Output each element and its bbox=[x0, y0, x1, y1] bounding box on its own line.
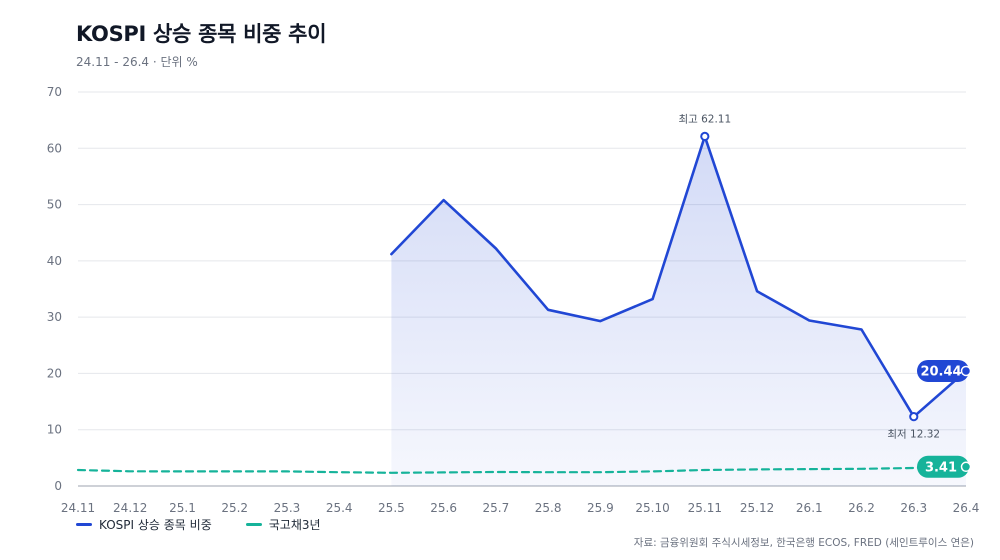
series-area-kospi bbox=[391, 136, 966, 486]
legend-label-kospi: KOSPI 상승 종목 비중 bbox=[99, 518, 212, 532]
y-tick-label: 40 bbox=[47, 254, 62, 268]
annotation-label: 최저 12.32 bbox=[887, 429, 940, 441]
x-tick-label: 25.10 bbox=[635, 501, 669, 515]
legend-swatch-kospi bbox=[76, 523, 92, 526]
y-tick-label: 70 bbox=[47, 85, 62, 99]
source-note: 자료: 금융위원회 주식시세정보, 한국은행 ECOS, FRED (세인트루이… bbox=[633, 537, 974, 549]
x-tick-label: 26.3 bbox=[900, 501, 927, 515]
x-tick-label: 26.1 bbox=[796, 501, 823, 515]
y-tick-label: 30 bbox=[47, 310, 62, 324]
end-value-badge-bond bbox=[917, 455, 969, 478]
x-tick-label: 26.2 bbox=[848, 501, 875, 515]
legend-item-bond: 국고채3년 bbox=[245, 516, 321, 533]
x-tick-label: 25.3 bbox=[274, 501, 301, 515]
legend-swatch-bond bbox=[245, 523, 262, 526]
area-layer bbox=[391, 136, 966, 486]
x-tick-label: 25.11 bbox=[688, 501, 722, 515]
y-tick-label: 60 bbox=[47, 141, 62, 155]
annotation-label: 최고 62.11 bbox=[678, 113, 731, 125]
x-tick-label: 24.11 bbox=[61, 501, 95, 515]
y-tick-label: 10 bbox=[47, 423, 62, 437]
end-value-badge-kospi bbox=[917, 359, 969, 382]
x-tick-label: 25.12 bbox=[740, 501, 774, 515]
y-tick-label: 0 bbox=[54, 479, 62, 493]
x-tick-label: 25.4 bbox=[326, 501, 353, 515]
x-tick-label: 25.9 bbox=[587, 501, 614, 515]
legend-item-kospi: KOSPI 상승 종목 비중 bbox=[76, 516, 212, 533]
x-tick-label: 26.4 bbox=[953, 501, 980, 515]
y-tick-label: 50 bbox=[47, 198, 62, 212]
x-tick-label: 24.12 bbox=[113, 501, 147, 515]
series-line-bond bbox=[76, 465, 968, 474]
x-tick-label: 25.1 bbox=[169, 501, 196, 515]
y-tick-label: 20 bbox=[47, 366, 62, 380]
legend: KOSPI 상승 종목 비중 국고채3년 bbox=[76, 516, 321, 533]
x-axis: 24.11 24.12 25.1 25.2 25.3 25.4 25.5 25.6 25.7 25… bbox=[61, 501, 980, 515]
annotation-layer: 최고 62.11 최저 12.32 20.44 3.41 bbox=[678, 113, 972, 478]
end-value-label-bond: 3.41 bbox=[925, 460, 957, 475]
series-layer bbox=[76, 135, 968, 474]
x-tick-label: 25.6 bbox=[430, 501, 457, 515]
chart-title: KOSPI 상승 종목 비중 추이 bbox=[76, 22, 327, 46]
annotation-marker bbox=[700, 131, 710, 142]
x-tick-label: 25.2 bbox=[221, 501, 248, 515]
end-point-marker bbox=[960, 365, 972, 377]
end-value-label-kospi: 20.44 bbox=[920, 364, 961, 379]
annotation-marker bbox=[909, 412, 919, 422]
end-point-marker bbox=[960, 461, 972, 473]
y-axis: 0 10 20 30 40 50 60 70 bbox=[47, 85, 62, 493]
x-tick-label: 25.7 bbox=[483, 501, 510, 515]
x-tick-label: 25.5 bbox=[378, 501, 405, 515]
legend-label-bond: 국고채3년 bbox=[268, 518, 321, 532]
chart-subtitle: 24.11 - 26.4 · 단위 % bbox=[76, 55, 198, 69]
x-tick-label: 25.8 bbox=[535, 501, 562, 515]
series-line-kospi bbox=[390, 135, 968, 418]
